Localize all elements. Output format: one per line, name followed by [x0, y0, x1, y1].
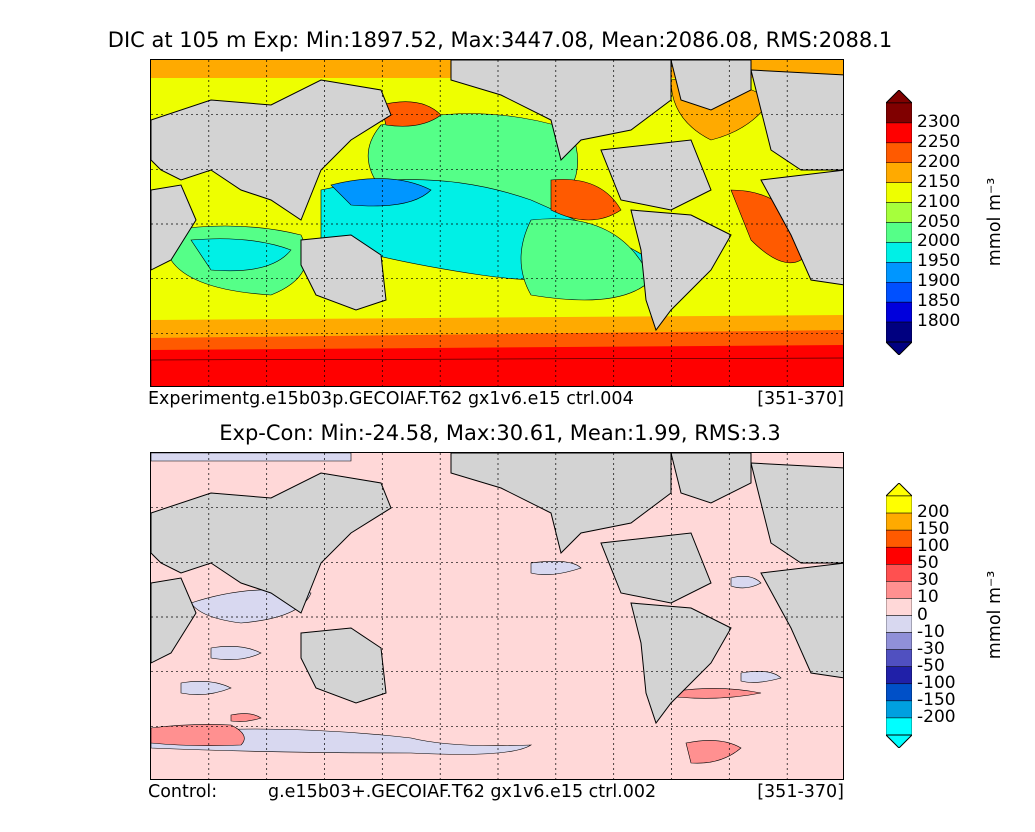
- top_panel-colorbar-tick: 1850: [917, 291, 961, 312]
- bottom_panel-colorbar-tick: 30: [917, 570, 939, 591]
- bottom-diff-map: [151, 453, 843, 779]
- bottom_panel-colorbar-cell: [886, 649, 912, 667]
- bottom_panel-colorbar-cell: [886, 666, 912, 685]
- bottom-positive-patches: [151, 688, 762, 764]
- top-date-range: [351-370]: [757, 389, 844, 409]
- top-pac-blue: [330, 178, 432, 207]
- bottom_panel-colorbar-cell: [886, 564, 912, 582]
- top_panel-colorbar-cell: [886, 122, 912, 144]
- bottom_panel-colorbar-cell: [886, 700, 912, 719]
- top_panel-colorbar-cell: [886, 282, 912, 303]
- top_panel-colorbar-tick: 2050: [917, 211, 961, 232]
- bottom_panel-colorbar-tick: 100: [917, 536, 950, 557]
- bottom-map-panel: [150, 452, 844, 780]
- top_panel-colorbar-cell: [886, 102, 912, 124]
- top_panel-colorbar-tick: 2100: [917, 191, 961, 212]
- bottom_panel-colorbar-tick: -200: [917, 706, 956, 727]
- bottom-cbar-arrow-min: [886, 734, 912, 748]
- bottom_panel-colorbar-cell: [886, 529, 912, 548]
- bottom_panel-colorbar-cell: [886, 683, 912, 702]
- top_panel-colorbar-tick: 1800: [917, 311, 961, 332]
- top_panel-colorbar-tick: 2250: [917, 131, 961, 152]
- bottom_panel-colorbar-tick: -30: [917, 638, 945, 659]
- top_panel-colorbar-tick: 2200: [917, 151, 961, 172]
- top_panel-colorbar-cell: [886, 142, 912, 163]
- bottom_panel-colorbar-cell: [886, 512, 912, 531]
- top_panel-colorbar-cell: [886, 202, 912, 223]
- bottom_panel-colorbar-tick: -10: [917, 621, 945, 642]
- bottom_panel-colorbar-tick: 150: [917, 519, 950, 540]
- bottom-control-label: Control:: [148, 782, 218, 802]
- bottom_panel-colorbar-cell: [886, 546, 912, 565]
- bottom-colorbar-cells: [886, 495, 912, 736]
- top-cbar-arrow-min: [886, 341, 912, 355]
- top-cbar-arrow-max: [886, 90, 912, 104]
- bottom-gridlines: [151, 453, 843, 779]
- top_panel-colorbar-cell: [886, 242, 912, 263]
- top-colorbar-units: mmol m⁻³: [985, 177, 1005, 267]
- bottom_panel-colorbar-cell: [886, 581, 912, 599]
- bottom_panel-colorbar-tick: 0: [917, 604, 928, 625]
- top-map-panel: [150, 59, 844, 387]
- bottom_panel-colorbar-tick: 10: [917, 587, 939, 608]
- top-colorbar: [886, 90, 912, 355]
- top_panel-colorbar-tick: 1950: [917, 251, 961, 272]
- top-dic-map: [151, 60, 843, 386]
- top_panel-colorbar-cell: [886, 222, 912, 243]
- top_panel-colorbar-cell: [886, 321, 912, 343]
- bottom_panel-colorbar-tick: 50: [917, 553, 939, 574]
- top_panel-colorbar-tick: 2150: [917, 171, 961, 192]
- bottom_panel-colorbar-cell: [886, 598, 912, 616]
- bottom_panel-colorbar-tick: -50: [917, 655, 945, 676]
- top_panel-colorbar-cell: [886, 162, 912, 183]
- bottom-colorbar: [886, 483, 912, 748]
- top_panel-colorbar-cell: [886, 262, 912, 283]
- bottom-date-range: [351-370]: [757, 782, 844, 802]
- top_panel-colorbar-cell: [886, 182, 912, 203]
- bottom-colorbar-units: mmol m⁻³: [985, 570, 1005, 660]
- bottom_panel-colorbar-cell: [886, 717, 912, 736]
- bottom-map-title: Exp-Con: Min:-24.58, Max:30.61, Mean:1.9…: [219, 421, 781, 445]
- bottom-cbar-arrow-max: [886, 483, 912, 497]
- top_panel-colorbar-tick: 2300: [917, 111, 961, 132]
- bottom_panel-colorbar-tick: 200: [917, 502, 950, 523]
- bottom_panel-colorbar-cell: [886, 632, 912, 650]
- bottom_panel-colorbar-tick: -150: [917, 689, 956, 710]
- top-gridlines: [151, 60, 843, 386]
- bottom_panel-colorbar-cell: [886, 615, 912, 633]
- top-colorbar-cells: [886, 102, 912, 343]
- top_panel-colorbar-tick: 2000: [917, 231, 961, 252]
- top-map-title: DIC at 105 m Exp: Min:1897.52, Max:3447.…: [107, 28, 893, 52]
- top_panel-colorbar-tick: 1900: [917, 271, 961, 292]
- top_panel-colorbar-cell: [886, 301, 912, 323]
- top-experiment-caption: Experimentg.e15b03p.GECOIAF.T62 gx1v6.e1…: [148, 389, 634, 409]
- bottom_panel-colorbar-tick: -100: [917, 672, 956, 693]
- bottom-control-caption: g.e15b03+.GECOIAF.T62 gx1v6.e15 ctrl.002: [268, 782, 657, 802]
- bottom_panel-colorbar-cell: [886, 495, 912, 514]
